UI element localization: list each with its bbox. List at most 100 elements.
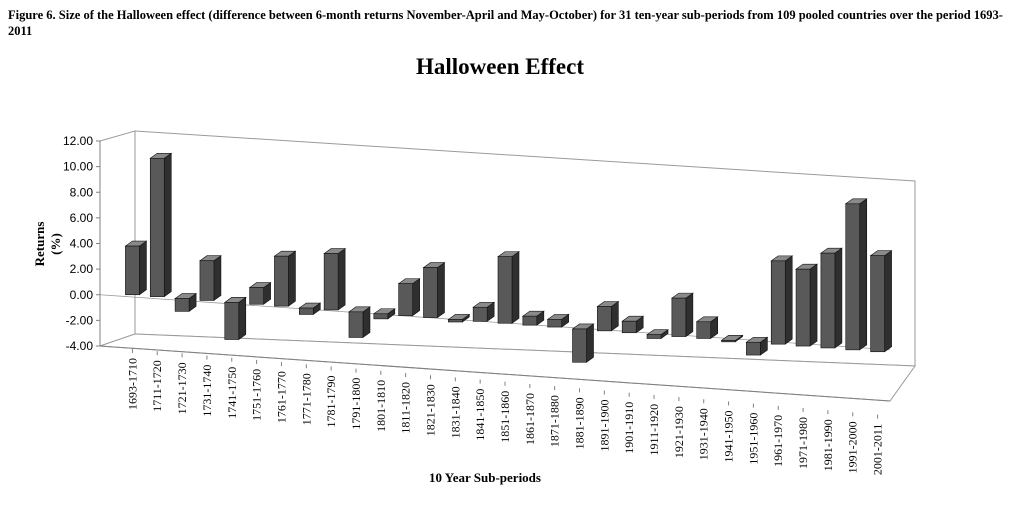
bar-side <box>412 278 420 317</box>
bar-front <box>323 253 339 311</box>
x-axis-label: 10 Year Sub-periods <box>429 470 541 485</box>
x-tick-label: 1741-1750 <box>225 367 239 419</box>
bar-front <box>646 334 662 339</box>
y-tick-label: 6.00 <box>70 211 94 225</box>
bar <box>174 292 198 312</box>
bar-front <box>472 306 488 322</box>
bar-side <box>834 247 843 349</box>
bar-front <box>398 283 413 316</box>
y-tick-label: 12.00 <box>63 134 93 148</box>
bar <box>198 255 222 302</box>
x-tick-label: 1891-1900 <box>597 400 611 452</box>
x-tick-label: 1761-1770 <box>274 371 288 423</box>
bar-front <box>770 260 786 345</box>
x-tick-label: 1801-1810 <box>374 380 388 432</box>
x-tick-label: 1991-2000 <box>846 421 860 473</box>
y-tick-label: 0.00 <box>70 288 94 302</box>
bar-front <box>721 340 736 343</box>
bar-front <box>746 341 761 356</box>
side-wall <box>99 130 136 347</box>
bar-side <box>238 296 247 341</box>
bar-front <box>547 319 562 328</box>
bar <box>323 247 347 311</box>
x-tick-label: 1711-1720 <box>150 360 164 412</box>
x-tick-label: 1751-1760 <box>250 369 264 421</box>
x-tick-label: 1721-1730 <box>175 362 189 414</box>
bar <box>621 315 645 334</box>
x-tick-label: 1693-1710 <box>125 358 139 410</box>
figure-caption: Figure 6. Size of the Halloween effect (… <box>8 8 1003 38</box>
bar <box>596 300 620 332</box>
x-tick-label: 1951-1960 <box>746 413 760 465</box>
bar-side <box>437 261 445 319</box>
x-tick-label: 1861-1870 <box>523 393 537 445</box>
bar-front <box>448 319 463 323</box>
bar <box>472 301 496 322</box>
bar <box>869 250 893 353</box>
bar-front <box>298 307 314 315</box>
bar <box>844 198 868 351</box>
bar <box>521 310 545 326</box>
bar <box>223 296 247 341</box>
x-tick-label: 1831-1840 <box>448 386 462 438</box>
bar-front <box>795 268 811 347</box>
x-tick-label: 1731-1740 <box>200 365 214 417</box>
bar-front <box>820 252 836 349</box>
bar-front <box>845 203 861 351</box>
bar <box>695 316 719 340</box>
bar-side <box>337 247 346 311</box>
bar <box>348 306 371 339</box>
x-tick-label: 1871-1880 <box>548 395 562 447</box>
bar-front <box>423 267 438 318</box>
x-tick-label: 1971-1980 <box>796 417 810 469</box>
bar-front <box>572 328 587 363</box>
y-tick-label: 8.00 <box>70 185 94 199</box>
bar <box>546 313 570 328</box>
bar-front <box>696 321 712 339</box>
x-tick-label: 1791-1800 <box>349 378 363 430</box>
bar <box>819 247 843 349</box>
bar <box>422 261 446 319</box>
bar-side <box>511 251 520 324</box>
x-tick-label: 1781-1790 <box>324 375 338 427</box>
bar-side <box>685 292 694 338</box>
bar <box>397 278 421 317</box>
x-tick-label: 1981-1990 <box>821 419 835 471</box>
bar <box>298 302 322 316</box>
x-tick-label: 1881-1890 <box>573 397 587 449</box>
bar <box>372 308 396 320</box>
x-tick-label: 1911-1920 <box>647 404 661 456</box>
y-tick-label: 10.00 <box>63 160 93 174</box>
bar-side <box>809 263 818 347</box>
bar <box>720 334 744 343</box>
bar-front <box>125 245 140 296</box>
x-tick-label: 1851-1860 <box>498 391 512 443</box>
y-tick-label: -2.00 <box>66 313 94 327</box>
bar-front <box>249 287 264 305</box>
bar-front <box>274 255 289 307</box>
bar <box>149 152 173 298</box>
bar <box>248 282 272 305</box>
y-tick-label: 2.00 <box>70 262 94 276</box>
x-axis-line <box>99 345 891 402</box>
x-tick-label: 1811-1820 <box>399 382 413 434</box>
bar-side <box>139 240 147 296</box>
x-tick-label: 1921-1930 <box>672 406 686 458</box>
bar <box>670 292 694 338</box>
bar <box>447 313 471 323</box>
bar-side <box>163 152 172 298</box>
x-tick-label: 1771-1780 <box>299 373 313 425</box>
bar-front <box>224 302 240 340</box>
x-tick-label: 1821-1830 <box>423 384 437 436</box>
bar-side <box>784 255 793 345</box>
bar <box>795 263 819 347</box>
x-tick-label: 1961-1970 <box>771 415 785 467</box>
bar-front <box>348 311 364 338</box>
bar <box>770 255 794 345</box>
bar-front <box>522 315 538 326</box>
y-tick-label: 4.00 <box>70 237 94 251</box>
bar-front <box>174 298 190 312</box>
bar-front <box>870 255 885 353</box>
bar-front <box>373 313 389 320</box>
